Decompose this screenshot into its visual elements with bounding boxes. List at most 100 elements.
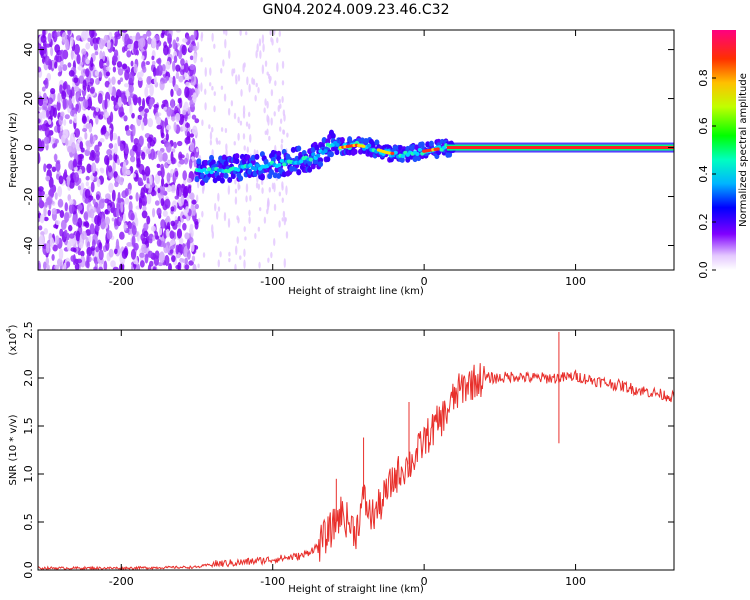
noise-blob [193, 52, 197, 64]
noise-blob [46, 163, 53, 169]
noise-blob [176, 140, 183, 147]
faint-noise-blob [270, 117, 273, 126]
noise-blob [192, 45, 199, 52]
noise-blob [141, 243, 147, 253]
track-halo [230, 173, 236, 180]
faint-noise-blob [197, 83, 200, 92]
colorbar-tick-label: 0.6 [697, 117, 710, 135]
noise-blob [64, 202, 68, 212]
noise-blob [46, 264, 50, 270]
noise-blob [181, 44, 187, 56]
noise-blob [73, 166, 78, 171]
faint-noise-blob [282, 129, 286, 135]
faint-noise-blob [263, 216, 267, 224]
faint-noise-blob [237, 132, 240, 141]
noise-blob [162, 210, 168, 217]
noise-blob [38, 112, 45, 119]
noise-blob [43, 227, 49, 235]
noise-blob [139, 260, 145, 268]
noise-blob [127, 43, 133, 50]
noise-blob [93, 175, 98, 182]
faint-noise-blob [220, 127, 224, 132]
noise-blob [89, 133, 94, 145]
faint-noise-blob [245, 183, 249, 193]
noise-blob [139, 37, 146, 48]
noise-blob [66, 175, 70, 188]
noise-blob [116, 91, 122, 97]
noise-blob [113, 248, 118, 255]
noise-blob [185, 34, 191, 46]
noise-blob [54, 44, 61, 53]
noise-blob [125, 124, 130, 131]
noise-blob [66, 261, 71, 268]
noise-blob [108, 248, 114, 258]
noise-blob [133, 63, 138, 74]
noise-blob [184, 257, 189, 265]
noise-blob [194, 118, 200, 124]
faint-noise-blob [237, 74, 241, 82]
snr-xtick-label: -200 [109, 575, 134, 588]
noise-blob [171, 255, 176, 263]
noise-blob [78, 96, 84, 102]
noise-blob [185, 81, 190, 87]
noise-blob [98, 113, 104, 120]
noise-blob [180, 58, 185, 66]
faint-noise-blob [235, 74, 238, 82]
noise-blob [189, 142, 195, 152]
faint-noise-blob [278, 220, 281, 228]
noise-blob [102, 50, 106, 62]
noise-blob [40, 231, 45, 236]
noise-blob [189, 192, 195, 200]
faint-noise-blob [280, 143, 283, 150]
noise-blob [154, 230, 159, 240]
faint-noise-blob [274, 80, 277, 87]
noise-blob [61, 90, 67, 100]
noise-blob [89, 208, 95, 219]
track-halo [410, 144, 416, 151]
snr-multiplier-base: (x10 [8, 333, 19, 356]
faint-noise-blob [224, 38, 227, 49]
noise-blob [87, 37, 92, 42]
noise-blob [138, 96, 142, 107]
noise-blob [63, 212, 70, 223]
noise-blob [188, 260, 194, 266]
faint-noise-blob [244, 236, 247, 241]
noise-blob [165, 60, 171, 70]
noise-blob [41, 86, 46, 92]
noise-blob [182, 38, 188, 43]
faint-noise-blob [270, 36, 273, 43]
faint-noise-blob [227, 218, 231, 228]
noise-blob [139, 252, 145, 258]
noise-blob [129, 86, 133, 98]
track-core [209, 170, 214, 175]
faint-noise-blob [225, 148, 228, 158]
noise-blob [104, 209, 109, 215]
track-core [206, 167, 212, 172]
noise-blob [45, 175, 51, 181]
noise-blob [168, 43, 172, 49]
noise-blob [130, 212, 135, 221]
faint-noise-blob [215, 210, 219, 220]
noise-blob [189, 133, 195, 138]
faint-noise-blob [243, 248, 246, 257]
track-halo [203, 159, 209, 166]
noise-blob [155, 42, 159, 51]
noise-blob [108, 154, 113, 161]
spectrogram-xtick-label: 100 [565, 275, 586, 288]
faint-noise-blob [261, 64, 265, 75]
faint-noise-blob [248, 209, 251, 217]
noise-blob [180, 195, 185, 206]
noise-blob [107, 205, 111, 210]
track-halo [276, 150, 282, 157]
faint-noise-blob [245, 195, 248, 203]
noise-blob [162, 99, 168, 105]
faint-noise-blob [228, 49, 231, 59]
noise-blob [113, 171, 118, 178]
noise-blob [73, 113, 78, 124]
faint-noise-blob [197, 89, 200, 95]
noise-blob [185, 206, 190, 214]
faint-noise-blob [204, 102, 207, 111]
noise-blob [154, 200, 160, 206]
noise-blob [112, 66, 117, 73]
